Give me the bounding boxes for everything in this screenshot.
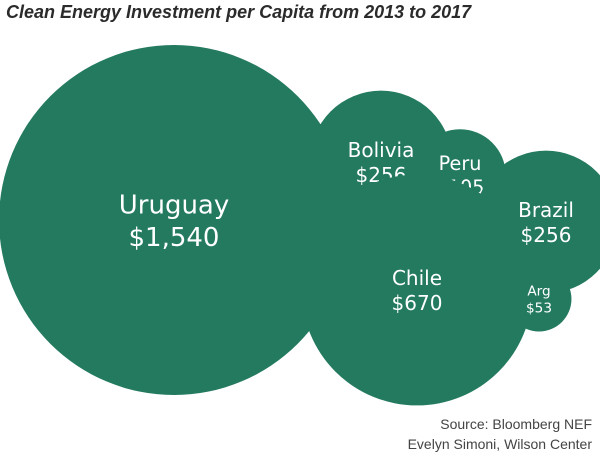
- bubble-label-uruguay: Uruguay: [119, 191, 230, 221]
- bubble-uruguay: [0, 45, 349, 395]
- bubble-label-arg: Arg: [527, 284, 550, 300]
- bubble-value-brazil: $256: [521, 223, 572, 247]
- bubble-label-bolivia: Bolivia: [348, 138, 415, 162]
- chart-title: Clean Energy Investment per Capita from …: [6, 2, 472, 22]
- bubble-value-chile: $670: [392, 291, 443, 315]
- bubble-chile: [301, 174, 533, 406]
- bubble-value-arg: $53: [526, 301, 552, 317]
- source-text: Source: Bloomberg NEF: [440, 416, 592, 432]
- credit-text: Evelyn Simoni, Wilson Center: [407, 436, 592, 452]
- bubble-arg: [506, 266, 572, 332]
- bubble-label-peru: Peru: [439, 152, 482, 175]
- bubble-label-brazil: Brazil: [518, 198, 574, 222]
- bubble-label-chile: Chile: [392, 266, 442, 290]
- bubble-value-uruguay: $1,540: [129, 223, 220, 253]
